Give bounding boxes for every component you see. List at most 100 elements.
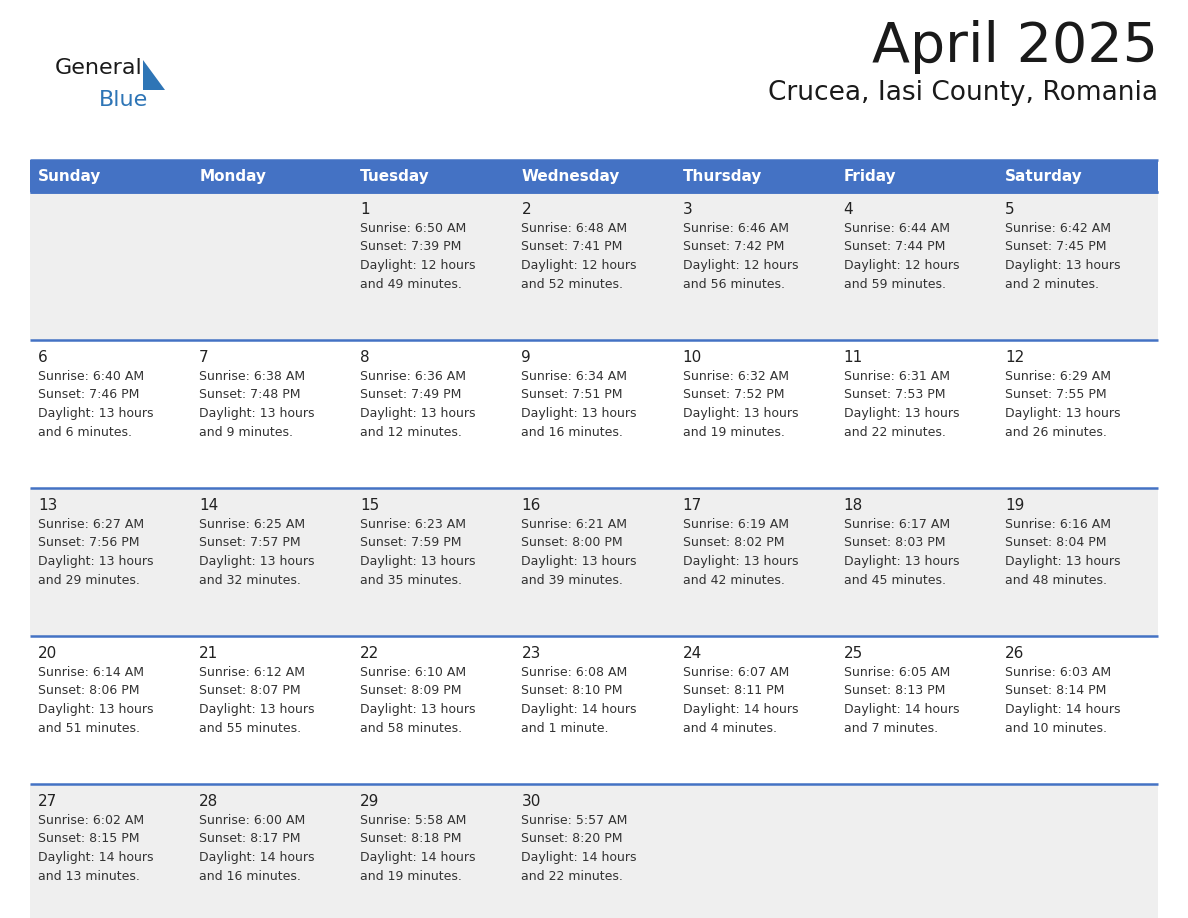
Text: Sunday: Sunday [38,169,101,184]
Text: Sunrise: 6:50 AM
Sunset: 7:39 PM
Daylight: 12 hours
and 49 minutes.: Sunrise: 6:50 AM Sunset: 7:39 PM Dayligh… [360,222,475,290]
Text: 14: 14 [200,498,219,513]
Text: Saturday: Saturday [1005,169,1082,184]
Text: 24: 24 [683,646,702,661]
Text: 10: 10 [683,350,702,365]
Bar [353,784,513,918]
Text: 6: 6 [38,350,48,365]
Bar [30,784,191,918]
Text: Monday: Monday [200,169,266,184]
Text: 30: 30 [522,794,541,809]
Text: Sunrise: 6:14 AM
Sunset: 8:06 PM
Daylight: 13 hours
and 51 minutes.: Sunrise: 6:14 AM Sunset: 8:06 PM Dayligh… [38,666,153,734]
Bar [835,784,997,918]
Bar [191,488,353,636]
Bar [191,192,353,340]
Bar [835,636,997,784]
Text: 13: 13 [38,498,57,513]
Text: 16: 16 [522,498,541,513]
Text: Sunrise: 6:29 AM
Sunset: 7:55 PM
Daylight: 13 hours
and 26 minutes.: Sunrise: 6:29 AM Sunset: 7:55 PM Dayligh… [1005,370,1120,439]
Text: Sunrise: 6:27 AM
Sunset: 7:56 PM
Daylight: 13 hours
and 29 minutes.: Sunrise: 6:27 AM Sunset: 7:56 PM Dayligh… [38,518,153,587]
Text: Sunrise: 6:34 AM
Sunset: 7:51 PM
Daylight: 13 hours
and 16 minutes.: Sunrise: 6:34 AM Sunset: 7:51 PM Dayligh… [522,370,637,439]
Bar [30,488,191,636]
Bar [997,784,1158,918]
Text: 28: 28 [200,794,219,809]
Text: Sunrise: 5:58 AM
Sunset: 8:18 PM
Daylight: 14 hours
and 19 minutes.: Sunrise: 5:58 AM Sunset: 8:18 PM Dayligh… [360,814,475,882]
Bar [353,160,513,192]
Text: 11: 11 [843,350,862,365]
Bar [675,784,835,918]
Text: 12: 12 [1005,350,1024,365]
Bar [835,488,997,636]
Text: 19: 19 [1005,498,1024,513]
Bar [353,488,513,636]
Text: Sunrise: 6:25 AM
Sunset: 7:57 PM
Daylight: 13 hours
and 32 minutes.: Sunrise: 6:25 AM Sunset: 7:57 PM Dayligh… [200,518,315,587]
Text: Sunrise: 6:08 AM
Sunset: 8:10 PM
Daylight: 14 hours
and 1 minute.: Sunrise: 6:08 AM Sunset: 8:10 PM Dayligh… [522,666,637,734]
Bar [835,160,997,192]
Bar [513,160,675,192]
Text: Sunrise: 6:07 AM
Sunset: 8:11 PM
Daylight: 14 hours
and 4 minutes.: Sunrise: 6:07 AM Sunset: 8:11 PM Dayligh… [683,666,798,734]
Text: 2: 2 [522,202,531,217]
Text: 9: 9 [522,350,531,365]
Text: Sunrise: 6:32 AM
Sunset: 7:52 PM
Daylight: 13 hours
and 19 minutes.: Sunrise: 6:32 AM Sunset: 7:52 PM Dayligh… [683,370,798,439]
Text: 27: 27 [38,794,57,809]
Text: Sunrise: 6:38 AM
Sunset: 7:48 PM
Daylight: 13 hours
and 9 minutes.: Sunrise: 6:38 AM Sunset: 7:48 PM Dayligh… [200,370,315,439]
Bar [191,636,353,784]
Text: Sunrise: 6:31 AM
Sunset: 7:53 PM
Daylight: 13 hours
and 22 minutes.: Sunrise: 6:31 AM Sunset: 7:53 PM Dayligh… [843,370,959,439]
Bar [675,160,835,192]
Text: General: General [55,58,143,78]
Text: 21: 21 [200,646,219,661]
Bar [997,488,1158,636]
Bar [997,160,1158,192]
Bar [997,192,1158,340]
Bar [191,340,353,488]
Text: Sunrise: 6:46 AM
Sunset: 7:42 PM
Daylight: 12 hours
and 56 minutes.: Sunrise: 6:46 AM Sunset: 7:42 PM Dayligh… [683,222,798,290]
Bar [675,636,835,784]
Text: Sunrise: 6:44 AM
Sunset: 7:44 PM
Daylight: 12 hours
and 59 minutes.: Sunrise: 6:44 AM Sunset: 7:44 PM Dayligh… [843,222,959,290]
Bar [675,488,835,636]
Text: 17: 17 [683,498,702,513]
Bar [675,340,835,488]
Text: Sunrise: 6:21 AM
Sunset: 8:00 PM
Daylight: 13 hours
and 39 minutes.: Sunrise: 6:21 AM Sunset: 8:00 PM Dayligh… [522,518,637,587]
Bar [30,340,191,488]
Bar [191,784,353,918]
Text: Sunrise: 6:23 AM
Sunset: 7:59 PM
Daylight: 13 hours
and 35 minutes.: Sunrise: 6:23 AM Sunset: 7:59 PM Dayligh… [360,518,475,587]
Bar [353,636,513,784]
Bar [30,636,191,784]
Bar [30,160,191,192]
Text: Sunrise: 5:57 AM
Sunset: 8:20 PM
Daylight: 14 hours
and 22 minutes.: Sunrise: 5:57 AM Sunset: 8:20 PM Dayligh… [522,814,637,882]
Text: Thursday: Thursday [683,169,762,184]
Text: 4: 4 [843,202,853,217]
Text: 7: 7 [200,350,209,365]
Text: Tuesday: Tuesday [360,169,430,184]
Bar [353,192,513,340]
Text: 8: 8 [360,350,369,365]
Bar [191,160,353,192]
Text: 29: 29 [360,794,380,809]
Text: 22: 22 [360,646,379,661]
Text: 15: 15 [360,498,379,513]
Polygon shape [143,60,165,90]
Text: Sunrise: 6:19 AM
Sunset: 8:02 PM
Daylight: 13 hours
and 42 minutes.: Sunrise: 6:19 AM Sunset: 8:02 PM Dayligh… [683,518,798,587]
Text: 3: 3 [683,202,693,217]
Text: Wednesday: Wednesday [522,169,620,184]
Text: 23: 23 [522,646,541,661]
Text: Crucea, Iasi County, Romania: Crucea, Iasi County, Romania [767,80,1158,106]
Text: 25: 25 [843,646,862,661]
Text: Sunrise: 6:03 AM
Sunset: 8:14 PM
Daylight: 14 hours
and 10 minutes.: Sunrise: 6:03 AM Sunset: 8:14 PM Dayligh… [1005,666,1120,734]
Bar [513,488,675,636]
Text: Sunrise: 6:02 AM
Sunset: 8:15 PM
Daylight: 14 hours
and 13 minutes.: Sunrise: 6:02 AM Sunset: 8:15 PM Dayligh… [38,814,153,882]
Bar [513,636,675,784]
Bar [513,192,675,340]
Bar [675,192,835,340]
Bar [513,784,675,918]
Bar [513,340,675,488]
Text: Sunrise: 6:12 AM
Sunset: 8:07 PM
Daylight: 13 hours
and 55 minutes.: Sunrise: 6:12 AM Sunset: 8:07 PM Dayligh… [200,666,315,734]
Bar [353,340,513,488]
Bar [835,340,997,488]
Text: Sunrise: 6:05 AM
Sunset: 8:13 PM
Daylight: 14 hours
and 7 minutes.: Sunrise: 6:05 AM Sunset: 8:13 PM Dayligh… [843,666,959,734]
Bar [997,340,1158,488]
Text: 26: 26 [1005,646,1024,661]
Text: Sunrise: 6:00 AM
Sunset: 8:17 PM
Daylight: 14 hours
and 16 minutes.: Sunrise: 6:00 AM Sunset: 8:17 PM Dayligh… [200,814,315,882]
Text: Friday: Friday [843,169,896,184]
Text: Sunrise: 6:17 AM
Sunset: 8:03 PM
Daylight: 13 hours
and 45 minutes.: Sunrise: 6:17 AM Sunset: 8:03 PM Dayligh… [843,518,959,587]
Text: Sunrise: 6:36 AM
Sunset: 7:49 PM
Daylight: 13 hours
and 12 minutes.: Sunrise: 6:36 AM Sunset: 7:49 PM Dayligh… [360,370,475,439]
